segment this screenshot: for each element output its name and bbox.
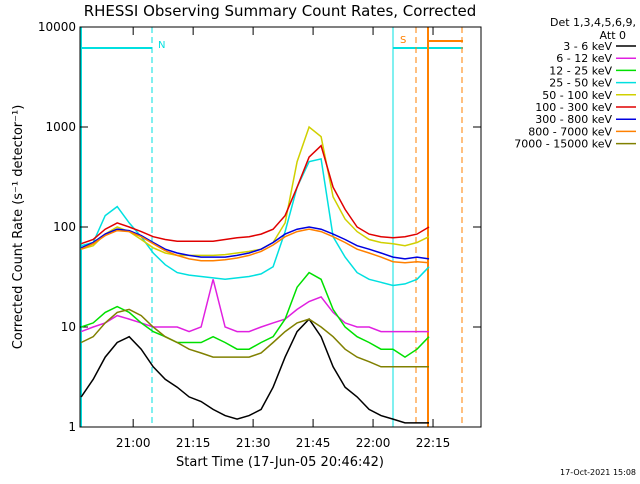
legend-label: 7000 - 15000 keV: [514, 138, 612, 151]
chart-title: RHESSI Observing Summary Count Rates, Co…: [84, 2, 477, 20]
series-line: [80, 144, 430, 245]
x-tick-label: 21:15: [176, 436, 211, 450]
flag-label: N: [158, 40, 165, 51]
x-tick-label: 21:30: [236, 436, 271, 450]
y-tick-label: 10000: [38, 20, 76, 34]
legend-title: Det 1,3,4,5,6,9,: [550, 16, 636, 29]
legend-title: Att 0: [600, 29, 626, 42]
legend-label: 25 - 50 keV: [549, 77, 612, 90]
footer: 17-Oct-2021 15:08: [560, 468, 636, 477]
x-tick-label: 21:45: [296, 436, 331, 450]
y-tick-label: 1000: [45, 120, 76, 134]
legend-label: 12 - 25 keV: [549, 64, 612, 77]
y-tick-label: 100: [53, 220, 76, 234]
y-axis-label: Corrected Count Rate (s⁻¹ detector⁻¹): [11, 105, 26, 350]
legend-label: 300 - 800 keV: [535, 113, 612, 126]
series-line: [80, 279, 429, 333]
legend-label: 800 - 7000 keV: [528, 125, 612, 138]
series-line: [80, 271, 430, 358]
y-tick-label: 10: [61, 320, 76, 334]
legend-label: 100 - 300 keV: [535, 101, 612, 114]
series-line: [80, 125, 430, 257]
flags: N S: [80, 27, 463, 427]
x-tick-label: 22:15: [416, 436, 451, 450]
y-tick-label: 1: [68, 420, 76, 434]
x-tick-label: 22:00: [356, 436, 391, 450]
series-line: [80, 228, 430, 264]
x-axis-label: Start Time (17-Jun-05 20:46:42): [176, 455, 384, 470]
series-line: [80, 308, 429, 368]
series-line: [80, 317, 429, 424]
legend-label: 3 - 6 keV: [563, 40, 612, 53]
x-tick-label: 21:00: [116, 436, 151, 450]
legend-label: 6 - 12 keV: [556, 52, 612, 65]
legend-label: 50 - 100 keV: [542, 89, 612, 102]
series-line: [80, 226, 430, 260]
flag-label: S: [400, 35, 406, 46]
